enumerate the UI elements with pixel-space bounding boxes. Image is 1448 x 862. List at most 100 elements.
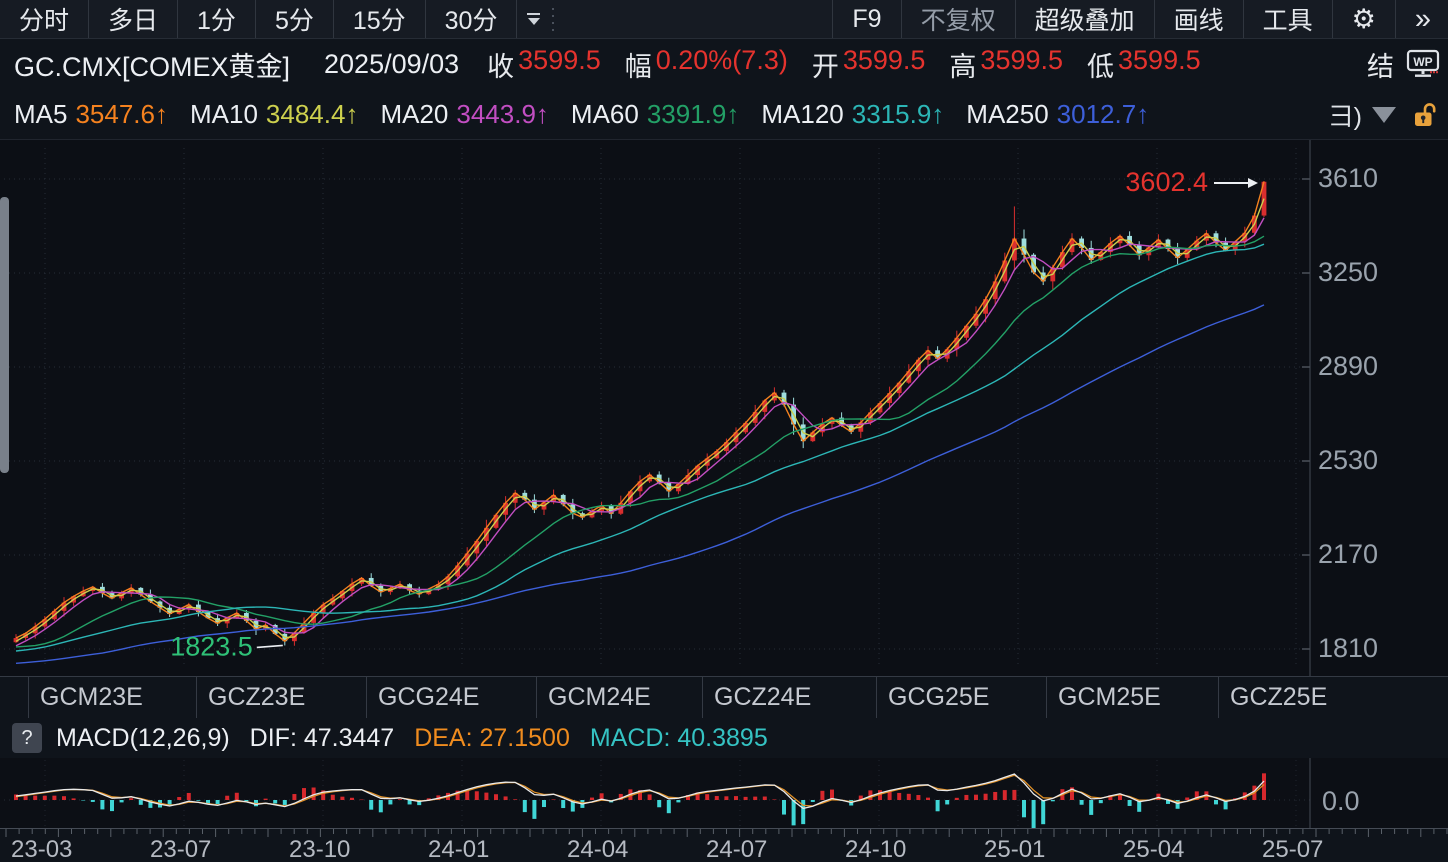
x-axis-label: 23-10 [289, 836, 351, 862]
x-axis-label: 24-10 [845, 836, 907, 862]
toolbar-button-duori[interactable]: 多日 [89, 0, 179, 38]
ma-name: MA5 [14, 99, 68, 129]
quote-field-value: 3599.5 [518, 45, 601, 75]
ma-name: MA10 [190, 99, 258, 129]
macd-chart[interactable] [0, 758, 1448, 828]
contract-separator [702, 677, 703, 719]
x-axis-label: 23-07 [150, 836, 212, 862]
toolbar-button-gongju[interactable]: 工具 [1242, 0, 1332, 38]
period-dropdown[interactable] [517, 0, 564, 38]
toolbar-button-fenshi[interactable]: 分时 [0, 0, 90, 38]
y-axis-label: 3610 [1318, 163, 1379, 193]
ma-line-ma250 [15, 304, 1265, 664]
x-axis-label: 24-07 [706, 836, 768, 862]
y-axis-label: 3250 [1318, 256, 1379, 287]
toolbar-button-5min[interactable]: 5分 [256, 0, 334, 38]
y-axis-label: 2170 [1318, 538, 1379, 569]
quote-field-label: 收 [487, 52, 515, 82]
macd-dea-value: DEA: 27.1500 [414, 723, 570, 752]
ma-item-ma250: MA250 3012.7↑ [966, 99, 1149, 130]
quote-bar: GC.CMX[COMEX黄金] 2025/09/03 收 3599.5 幅 0.20%… [0, 39, 1448, 90]
toolbar-button-chaoji-diejia[interactable]: 超级叠加 [1014, 0, 1154, 38]
x-axis-label: 23-03 [11, 836, 73, 862]
ma-line-ma10 [15, 198, 1265, 643]
contract-separator [196, 677, 197, 719]
macd-panel[interactable]: 0.0 [0, 758, 1448, 828]
quote-field-low: 低 3599.5 [1087, 45, 1201, 84]
dif-line [15, 773, 1265, 810]
toolbar-button-30min[interactable]: 30分 [426, 0, 518, 38]
dotted-divider [552, 8, 555, 10]
quote-field-label: 低 [1087, 52, 1115, 82]
candlestick-chart[interactable]: 3602.4 1823.5 [0, 140, 1448, 676]
y-axis-label: 2530 [1318, 444, 1379, 475]
ma-value: 3315.9↑ [851, 99, 945, 129]
ma-name: MA120 [761, 99, 844, 129]
collapse-triangle-icon[interactable] [1372, 106, 1396, 123]
contract-separator [1046, 677, 1047, 719]
quote-field-value: 3599.5 [1118, 45, 1201, 75]
settle-label: 结 [1367, 52, 1394, 82]
ma-value: 3391.9↑ [646, 99, 740, 129]
quote-right-group: 结 WP [1367, 45, 1448, 84]
ma-value: 3484.4↑ [265, 99, 359, 129]
ma-line-ma60 [15, 235, 1265, 648]
price-chart-area[interactable]: 3602.4 1823.5 3610 3250 2890 2530 2170 1810 [0, 140, 1448, 676]
ma-item-ma10: MA10 3484.4↑ [190, 99, 358, 130]
x-axis-label: 25-01 [984, 836, 1046, 862]
chevron-down-icon [527, 13, 541, 25]
chevrons-icon[interactable]: » [1394, 0, 1448, 38]
unlock-icon[interactable] [1412, 101, 1438, 129]
ma-name: MA60 [570, 99, 639, 129]
contract-label-gcm23e: GCM23E [40, 683, 143, 711]
left-scrollbar-thumb[interactable] [0, 197, 9, 473]
x-axis-row: 23-03 23-07 23-10 24-01 24-04 24-07 24-10 25-01… [0, 828, 1448, 862]
quote-field-value: 3599.5 [980, 45, 1064, 75]
x-axis-label: 24-04 [567, 836, 629, 862]
ma-right-group: 彐) [1329, 97, 1448, 133]
macd-indicator-name[interactable]: MACD(12,26,9) [56, 723, 230, 752]
contract-separator [536, 677, 537, 719]
gear-icon[interactable]: ⚙ [1331, 0, 1395, 38]
symbol-name: GC.CMX[COMEX黄金] [14, 52, 291, 82]
macd-header: ? MACD(12,26,9) DIF: 47.3447 DEA: 27.150… [0, 718, 1448, 758]
wp-monitor-icon[interactable]: WP [1406, 49, 1442, 81]
macd-macd-value: MACD: 40.3895 [589, 723, 768, 752]
ma-value: 3547.6↑ [75, 99, 168, 129]
ma-item-ma60: MA60 3391.9↑ [571, 99, 739, 130]
ma-name: MA250 [966, 99, 1049, 129]
macd-zero-label: 0.0 [1322, 786, 1360, 816]
contract-label-gcm25e: GCM25E [1058, 683, 1161, 711]
help-button[interactable]: ? [12, 723, 42, 753]
x-axis-ticks [5, 829, 1448, 837]
contract-label-gcz25e: GCZ25E [1230, 683, 1328, 711]
ma-line-ma120 [15, 243, 1265, 652]
quote-field-close: 收 3599.5 [487, 45, 601, 84]
toolbar-button-f9[interactable]: F9 [832, 0, 900, 38]
ma-value: 3443.9↑ [456, 99, 549, 129]
toolbar-button-huaxian[interactable]: 画线 [1153, 0, 1243, 38]
contract-label-gcz24e: GCZ24E [714, 683, 812, 711]
quote-field-value: 3599.5 [842, 45, 926, 75]
y-axis-label: 1810 [1318, 632, 1379, 663]
quote-field-label: 幅 [624, 52, 652, 82]
toolbar-button-1min[interactable]: 1分 [178, 0, 256, 38]
ma-value: 3012.7↑ [1056, 99, 1150, 129]
quote-field-value: 0.20%(7.3) [655, 45, 788, 75]
contract-label-gcg25e: GCG25E [888, 683, 990, 711]
contract-separator [366, 677, 367, 719]
quote-fields: 收 3599.5 幅 0.20%(7.3) 开 3599.5 高 3599.5 低 3599.5 [487, 45, 1224, 84]
toolbar-button-bufuquan[interactable]: 不复权 [900, 0, 1015, 38]
price-annotation-low: 1823.5 [170, 631, 253, 661]
quote-field-range: 幅 0.20%(7.3) [625, 45, 788, 84]
macd-dif-value: DIF: 47.3447 [249, 723, 395, 752]
ma-item-ma20: MA20 3443.9↑ [380, 99, 548, 130]
toolbar-button-15min[interactable]: 15分 [334, 0, 426, 38]
contract-label-gcz23e: GCZ23E [208, 683, 306, 711]
quote-field-label: 高 [949, 52, 977, 82]
contract-label-gcg24e: GCG24E [378, 683, 480, 711]
ma-line-ma5 [15, 181, 1265, 643]
x-axis-label: 25-07 [1262, 836, 1324, 862]
price-annotation-high: 3602.4 [1125, 167, 1208, 197]
